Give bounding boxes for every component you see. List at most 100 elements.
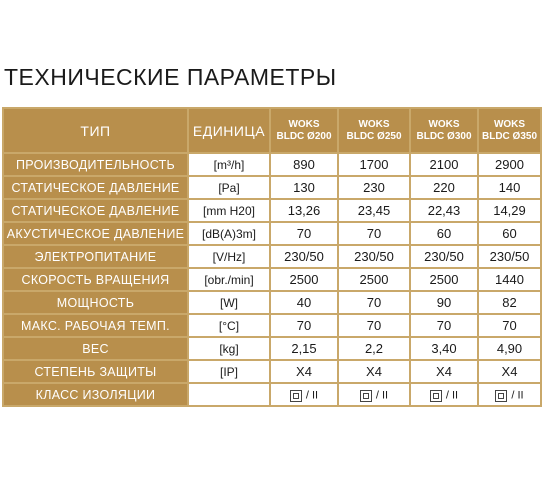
row-value: 90 — [409, 290, 479, 315]
row-unit: [mm H20] — [187, 198, 271, 223]
row-value: X4 — [477, 359, 542, 384]
row-value: 70 — [269, 313, 339, 338]
insulation-cell: / II — [409, 382, 479, 407]
row-value: 230/50 — [477, 244, 542, 269]
model-size: BLDC Ø200 — [276, 130, 332, 142]
row-value: 3,40 — [409, 336, 479, 361]
insulation-class: / II — [511, 389, 524, 402]
row-value: 2100 — [409, 152, 479, 177]
table-row: АКУСТИЧЕСКОЕ ДАВЛЕНИЕ [dB(A)3m] 70 70 60… — [2, 221, 542, 246]
header-unit: ЕДИНИЦА — [187, 107, 271, 154]
insulation-cell: / II — [337, 382, 411, 407]
model-name: WOKS — [358, 118, 390, 130]
page-title: ТЕХНИЧЕСКИЕ ПАРАМЕТРЫ — [4, 64, 337, 90]
row-value: 60 — [477, 221, 542, 246]
row-value: 220 — [409, 175, 479, 200]
row-value: 2500 — [337, 267, 411, 292]
row-value: 70 — [477, 313, 542, 338]
table-header-row: ТИП ЕДИНИЦА WOKS BLDC Ø200 WOKS BLDC Ø250 … — [2, 107, 542, 154]
row-value: 1440 — [477, 267, 542, 292]
row-unit: [W] — [187, 290, 271, 315]
insulation-class: / II — [305, 389, 319, 402]
row-unit — [187, 382, 271, 407]
row-value: 230/50 — [269, 244, 339, 269]
insulation-class: / II — [375, 389, 389, 402]
row-value: 2500 — [269, 267, 339, 292]
table-row: МАКС. РАБОЧАЯ ТЕМП. [°C] 70 70 70 70 — [2, 313, 542, 338]
header-model-200: WOKS BLDC Ø200 — [269, 107, 339, 154]
model-name: WOKS — [493, 118, 526, 130]
row-label: СКОРОСТЬ ВРАЩЕНИЯ — [2, 267, 189, 292]
model-size: BLDC Ø300 — [416, 130, 472, 142]
row-value: 70 — [409, 313, 479, 338]
row-value: 70 — [269, 221, 339, 246]
row-label: МАКС. РАБОЧАЯ ТЕМП. — [2, 313, 189, 338]
row-unit: [Pa] — [187, 175, 271, 200]
row-value: 230 — [337, 175, 411, 200]
table-row: ПРОИЗВОДИТЕЛЬНОСТЬ [m³/h] 890 1700 2100 … — [2, 152, 542, 177]
row-value: 13,26 — [269, 198, 339, 223]
model-name: WOKS — [428, 118, 460, 130]
table-row: МОЩНОСТЬ [W] 40 70 90 82 — [2, 290, 542, 315]
row-value: 2,15 — [269, 336, 339, 361]
double-insulation-square-icon — [429, 389, 442, 402]
row-label: МОЩНОСТЬ — [2, 290, 189, 315]
row-label: ПРОИЗВОДИТЕЛЬНОСТЬ — [2, 152, 189, 177]
row-value: 230/50 — [337, 244, 411, 269]
row-value: 82 — [477, 290, 542, 315]
row-label: АКУСТИЧЕСКОЕ ДАВЛЕНИЕ — [2, 221, 189, 246]
table-row: СКОРОСТЬ ВРАЩЕНИЯ [obr./min] 2500 2500 2… — [2, 267, 542, 292]
row-value: 70 — [337, 313, 411, 338]
row-value: 40 — [269, 290, 339, 315]
row-value: X4 — [269, 359, 339, 384]
row-value: 22,43 — [409, 198, 479, 223]
row-value: 70 — [337, 221, 411, 246]
row-unit: [IP] — [187, 359, 271, 384]
row-unit: [V/Hz] — [187, 244, 271, 269]
header-model-350: WOKS BLDC Ø350 — [477, 107, 542, 154]
row-value: 890 — [269, 152, 339, 177]
row-unit: [kg] — [187, 336, 271, 361]
row-value: 14,29 — [477, 198, 542, 223]
row-value: 70 — [337, 290, 411, 315]
row-label: СТАТИЧЕСКОЕ ДАВЛЕНИЕ — [2, 175, 189, 200]
table-row: СТАТИЧЕСКОЕ ДАВЛЕНИЕ [Pa] 130 230 220 14… — [2, 175, 542, 200]
row-value: X4 — [409, 359, 479, 384]
table-row: ЭЛЕКТРОПИТАНИЕ [V/Hz] 230/50 230/50 230/… — [2, 244, 542, 269]
row-value: 2,2 — [337, 336, 411, 361]
insulation-class: / II — [445, 389, 459, 402]
table-row: СТЕПЕНЬ ЗАЩИТЫ [IP] X4 X4 X4 X4 — [2, 359, 542, 384]
row-unit: [m³/h] — [187, 152, 271, 177]
spec-table: ТИП ЕДИНИЦА WOKS BLDC Ø200 WOKS BLDC Ø250 … — [2, 107, 542, 407]
row-value: 130 — [269, 175, 339, 200]
row-label: СТЕПЕНЬ ЗАЩИТЫ — [2, 359, 189, 384]
row-value: 4,90 — [477, 336, 542, 361]
model-name: WOKS — [288, 118, 320, 130]
insulation-cell: / II — [477, 382, 542, 407]
double-insulation-square-icon — [289, 389, 302, 402]
row-value: X4 — [337, 359, 411, 384]
table-row: ВЕС [kg] 2,15 2,2 3,40 4,90 — [2, 336, 542, 361]
header-type: ТИП — [2, 107, 189, 154]
row-label: СТАТИЧЕСКОЕ ДАВЛЕНИЕ — [2, 198, 189, 223]
model-size: BLDC Ø350 — [481, 130, 537, 142]
table-row: СТАТИЧЕСКОЕ ДАВЛЕНИЕ [mm H20] 13,26 23,4… — [2, 198, 542, 223]
row-label: ЭЛЕКТРОПИТАНИЕ — [2, 244, 189, 269]
row-label: КЛАСС ИЗОЛЯЦИИ — [2, 382, 189, 407]
row-value: 230/50 — [409, 244, 479, 269]
double-insulation-square-icon — [495, 389, 508, 402]
header-model-300: WOKS BLDC Ø300 — [409, 107, 479, 154]
insulation-cell: / II — [269, 382, 339, 407]
row-value: 23,45 — [337, 198, 411, 223]
row-value: 60 — [409, 221, 479, 246]
row-value: 1700 — [337, 152, 411, 177]
row-unit: [dB(A)3m] — [187, 221, 271, 246]
row-unit: [obr./min] — [187, 267, 271, 292]
row-value: 2500 — [409, 267, 479, 292]
header-model-250: WOKS BLDC Ø250 — [337, 107, 411, 154]
row-unit: [°C] — [187, 313, 271, 338]
row-label: ВЕС — [2, 336, 189, 361]
model-size: BLDC Ø250 — [346, 130, 402, 142]
double-insulation-square-icon — [359, 389, 372, 402]
table-row-insulation: КЛАСС ИЗОЛЯЦИИ / II / II / II / II — [2, 382, 542, 407]
